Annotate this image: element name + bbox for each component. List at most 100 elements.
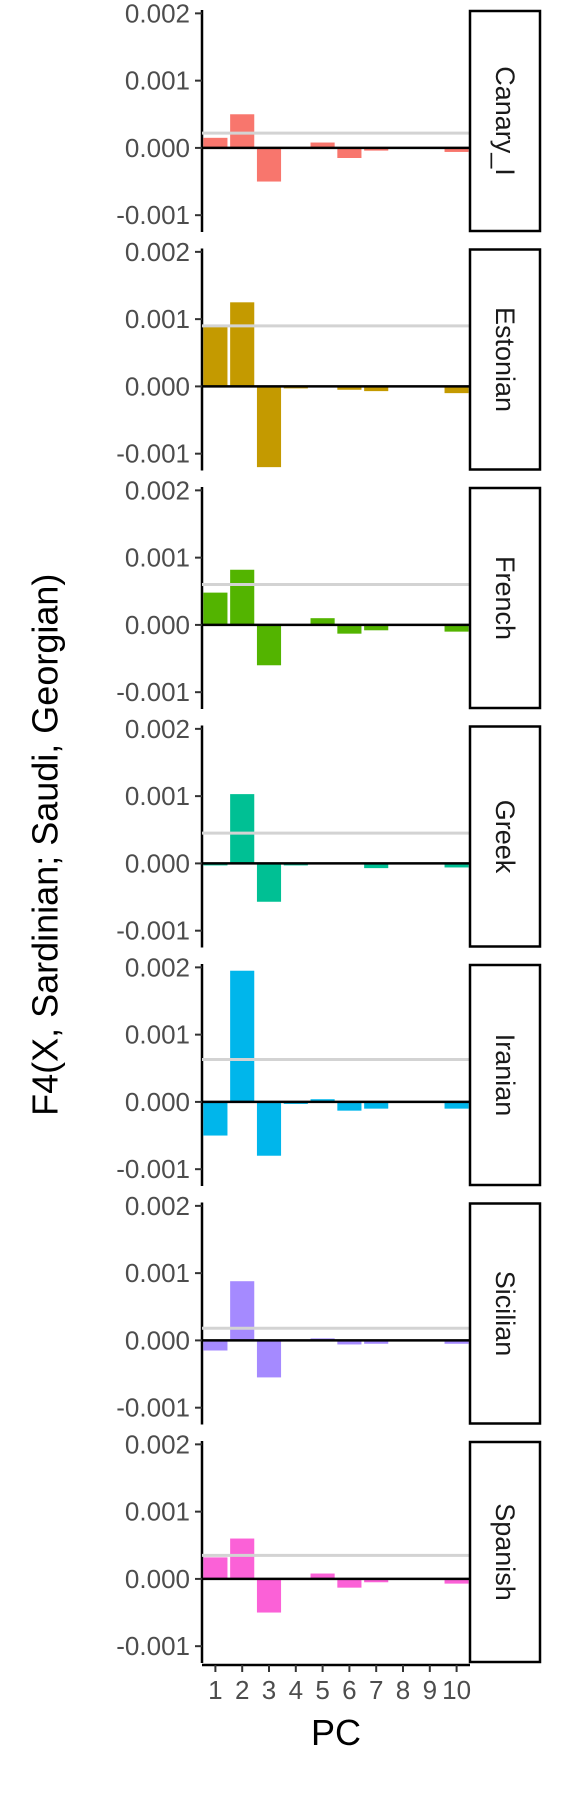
bar-pc7 [364,1340,389,1344]
bar-pc1 [203,592,228,625]
facet-strip [468,725,542,948]
x-tick-label: 3 [262,1675,276,1705]
facet-strip-label: Spanish [490,1503,520,1601]
bar-pc7 [364,386,389,392]
bar-pc10 [444,1578,469,1584]
facet-panel-canary_i: -0.001 0.000 0.001 0.002 Canary_I [116,0,542,233]
bar-pc3 [256,386,282,468]
bar-pc2 [230,302,255,387]
x-tick-label: 9 [423,1675,437,1705]
bar-pc5 [310,618,335,625]
bar-pc6 [337,147,362,158]
bar-pc3 [256,1340,282,1378]
x-tick-label: 7 [369,1675,383,1705]
x-tick-label: 4 [289,1675,303,1705]
facet-panel-iranian: -0.001 0.000 0.001 0.002 Iranian [116,952,542,1187]
y-tick-label: -0.001 [116,1631,190,1661]
y-tick-label: 0.002 [125,714,190,744]
bar-pc2 [230,1281,255,1341]
y-tick-label: 0.002 [125,237,190,267]
facet-panel-greek: -0.001 0.000 0.001 0.002 Greek [116,714,542,948]
y-tick-label: -0.001 [116,200,190,230]
bar-pc7 [364,624,389,631]
facet-panel-sicilian: -0.001 0.000 0.001 0.002 Sicilian [116,1191,542,1425]
y-tick-label: -0.001 [116,1393,190,1423]
y-tick-label: 0.000 [125,371,190,401]
bar-pc3 [256,1101,282,1156]
y-tick-label: 0.002 [125,952,190,982]
bar-pc3 [256,624,282,666]
facet-panel-estonian: -0.001 0.000 0.001 0.002 Estonian [116,237,542,471]
y-tick-label: 0.002 [125,0,190,28]
y-tick-label: 0.000 [125,1087,190,1117]
bar-pc3 [256,1578,282,1613]
bar-pc1 [203,137,228,148]
bar-pc7 [364,863,389,869]
bar-pc7 [364,1578,389,1583]
bar-pc10 [444,386,469,394]
facet-strip [468,9,542,233]
bar-pc6 [337,1101,362,1111]
bar-pc1 [203,1557,228,1579]
facet-strip [468,1440,542,1664]
facet-strip-label: Greek [490,800,520,874]
bar-pc6 [337,1340,362,1345]
facet-strip [468,1202,542,1425]
y-tick-label: -0.001 [116,439,190,469]
bar-pc10 [444,1340,469,1344]
y-tick-label: -0.001 [116,1154,190,1184]
bar-pc2 [230,1538,255,1579]
y-tick-label: 0.001 [125,543,190,573]
facet-strip-label: Iranian [490,1034,520,1117]
x-tick-label: 5 [315,1675,329,1705]
x-tick-label: 8 [396,1675,410,1705]
facet-strip-label: Estonian [490,307,520,412]
x-axis: 1 2 3 4 5 6 7 8 9 10 [202,1663,471,1705]
bar-pc10 [444,624,469,632]
y-tick-label: 0.002 [125,1191,190,1221]
bar-pc6 [337,1578,362,1588]
bar-pc6 [337,624,362,634]
facet-panels: -0.001 0.000 0.001 0.002 Canary_I -0.001 0.000… [116,0,542,1664]
facet-strip [468,963,542,1187]
y-tick-label: 0.001 [125,781,190,811]
bar-pc3 [256,147,282,182]
x-tick-label: 1 [208,1675,222,1705]
x-tick-label: 2 [235,1675,249,1705]
facet-strip-label: Canary_I [490,66,520,176]
bar-pc2 [230,970,255,1102]
bar-pc5 [310,1099,335,1102]
bar-pc2 [230,794,255,864]
x-tick-label: 10 [442,1675,471,1705]
y-tick-label: 0.001 [125,304,190,334]
bar-pc1 [203,1340,228,1351]
bar-pc7 [364,147,389,151]
bar-pc5 [310,1573,335,1579]
y-tick-label: 0.000 [125,1564,190,1594]
bar-pc6 [337,386,362,390]
y-axis-title: F4(X, Sardinian; Saudi, Georgian) [25,574,66,1116]
facet-strip [468,486,542,710]
y-tick-label: -0.001 [116,677,190,707]
y-tick-label: 0.001 [125,1020,190,1050]
y-tick-label: 0.000 [125,848,190,878]
bar-pc1 [203,1101,228,1136]
bar-pc7 [364,1101,389,1109]
x-tick-label: 6 [342,1675,356,1705]
y-tick-label: 0.000 [125,610,190,640]
y-tick-label: 0.002 [125,1429,190,1459]
facet-strip-label: French [490,556,520,640]
y-tick-label: 0.002 [125,475,190,505]
bar-pc2 [230,114,255,148]
bar-pc1 [203,325,228,387]
bar-pc10 [444,1101,469,1109]
bar-pc2 [230,569,255,625]
y-tick-label: 0.001 [125,1258,190,1288]
x-axis-title: PC [311,1712,361,1753]
y-tick-label: 0.001 [125,1497,190,1527]
facet-panel-french: -0.001 0.000 0.001 0.002 French [116,475,542,710]
y-tick-label: 0.000 [125,133,190,163]
bar-pc10 [444,147,469,152]
bar-pc10 [444,863,469,868]
